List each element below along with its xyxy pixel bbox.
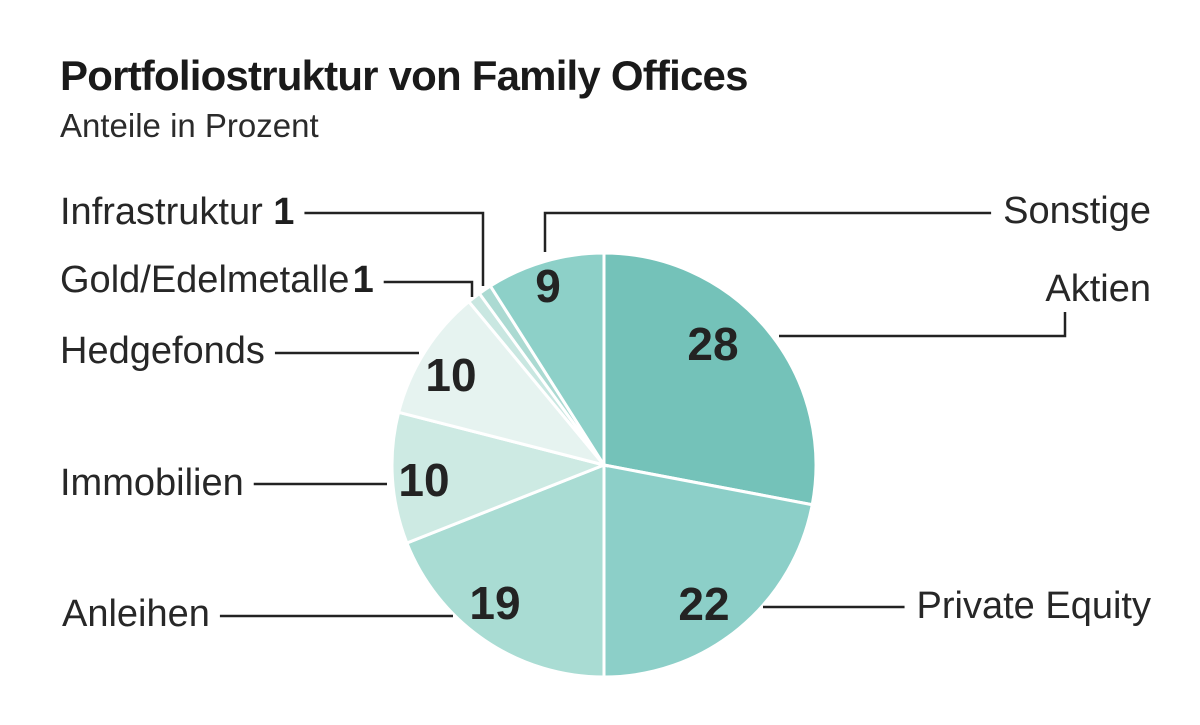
- slice-value-anleihen: 19: [469, 577, 520, 629]
- slice-value-aktien: 28: [687, 318, 738, 370]
- callout-label-immobilien: Immobilien: [60, 462, 244, 504]
- callout-label-aktien: Aktien: [1045, 268, 1151, 310]
- callout-label-sonstige: Sonstige: [1003, 190, 1151, 232]
- callout-label-private-equity: Private Equity: [917, 585, 1151, 627]
- callout-label-hedgefonds: Hedgefonds: [60, 330, 265, 372]
- leader-line-infrastruktur: [304, 211, 485, 286]
- slice-value-private-equity: 22: [678, 578, 729, 630]
- slice-value-immobilien: 10: [398, 454, 449, 506]
- callout-label-gold-edelmetalle: Gold/Edelmetalle 1: [60, 259, 374, 301]
- pie-slice-private-equity: [602, 463, 815, 679]
- slice-value-hedgefonds: 10: [425, 349, 476, 401]
- pie-slice-anleihen: [404, 462, 606, 679]
- pie-slice-sonstige: [488, 251, 606, 471]
- leader-line-gold-edelmetalle: [383, 280, 474, 297]
- slice-value-sonstige: 9: [535, 260, 561, 312]
- callout-label-anleihen: Anleihen: [62, 593, 210, 635]
- leader-line-aktien: [779, 312, 1067, 338]
- callout-label-infrastruktur: Infrastruktur 1: [60, 191, 294, 233]
- callout-value-gold-edelmetalle: 1: [349, 259, 373, 301]
- pie-slice-hedgefonds: [396, 299, 609, 468]
- callout-value-infrastruktur: 1: [263, 191, 295, 233]
- pie-slice-aktien: [602, 251, 818, 507]
- chart-subtitle: Anteile in Prozent: [60, 107, 319, 144]
- leader-line-sonstige: [543, 211, 992, 252]
- chart-title: Portfoliostruktur von Family Offices: [60, 52, 748, 99]
- pie-slice-immobilien: [390, 410, 609, 545]
